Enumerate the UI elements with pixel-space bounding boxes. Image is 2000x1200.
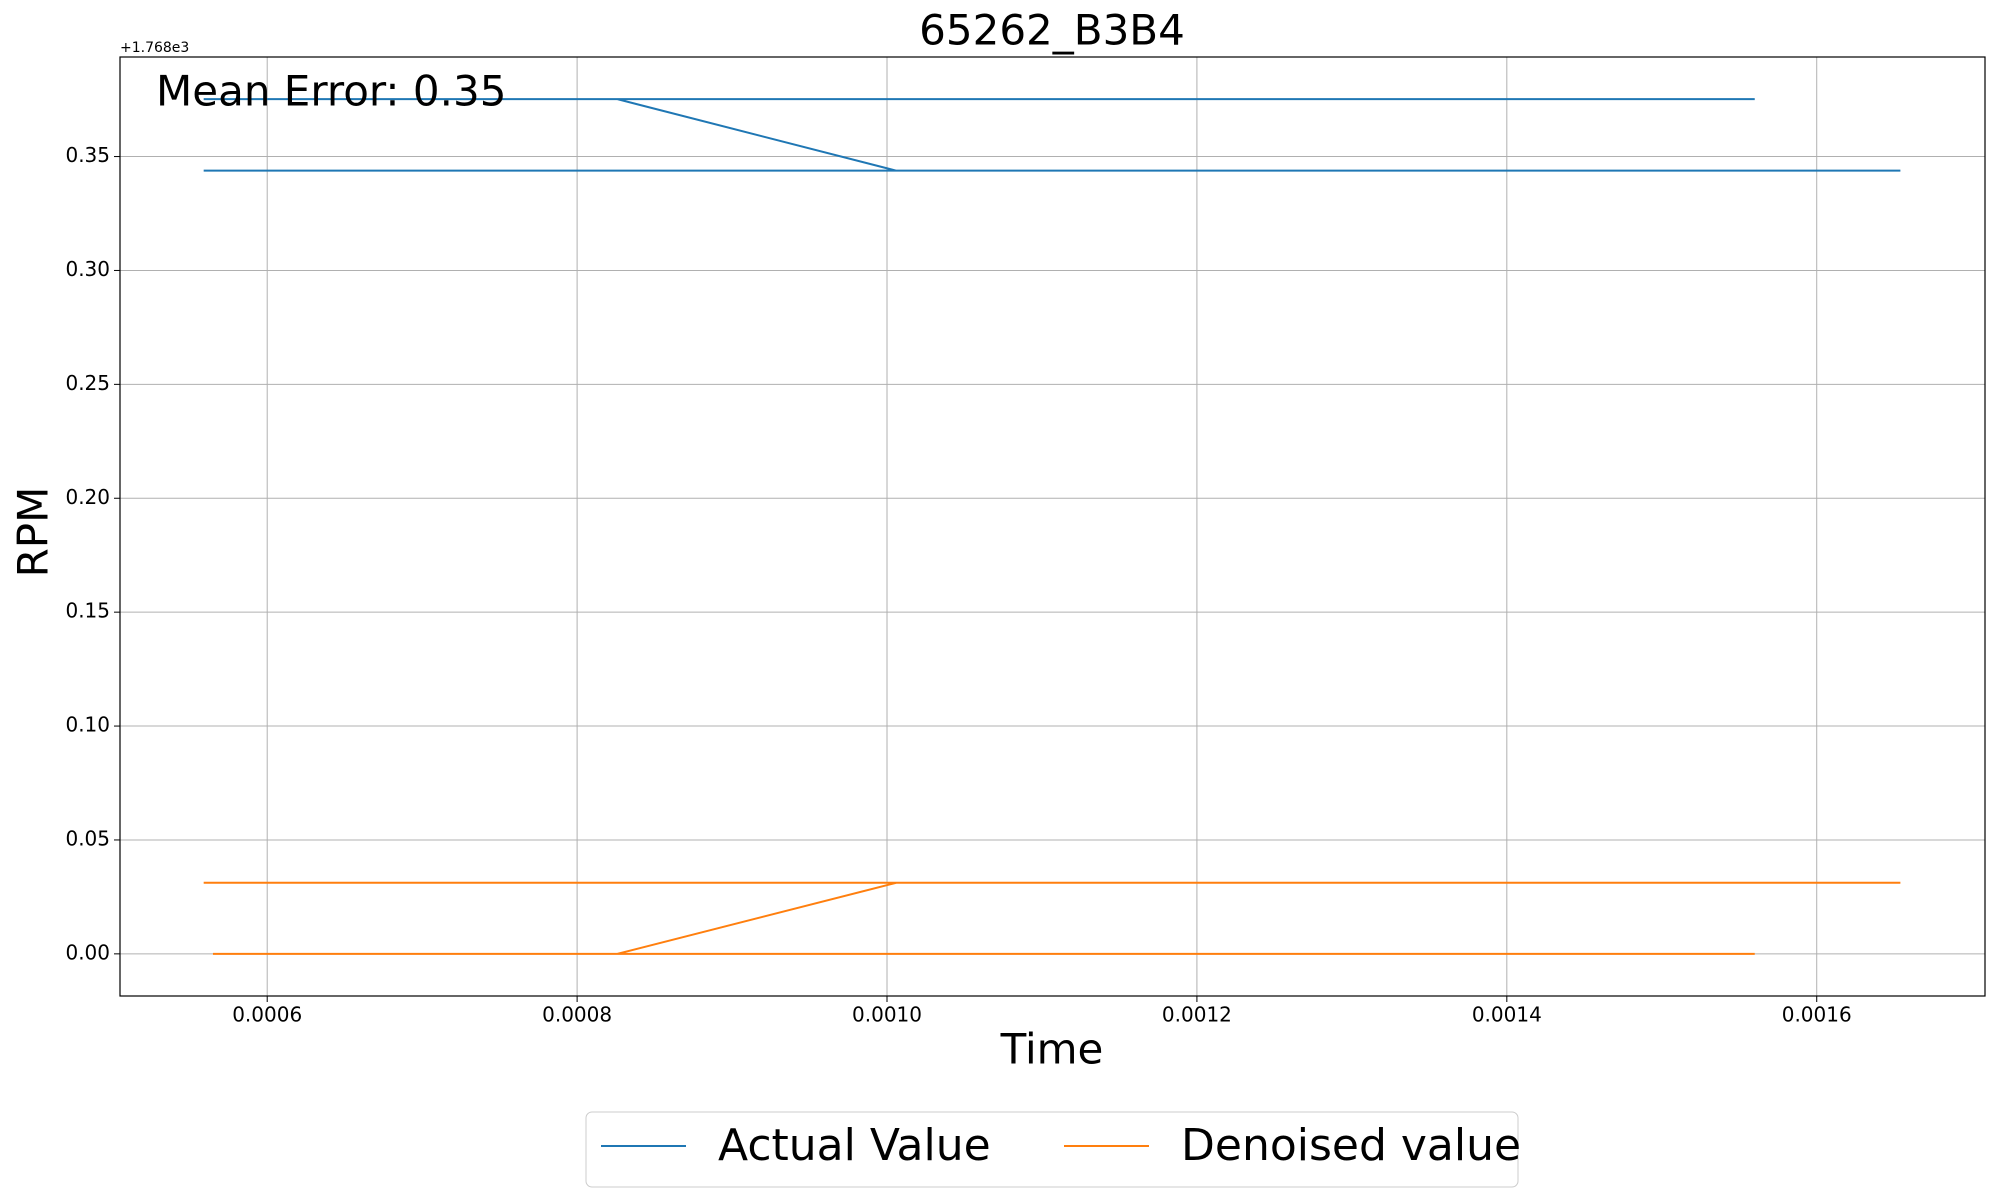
y-tick-label: 0.05 [65, 826, 110, 850]
legend-label: Actual Value [718, 1120, 991, 1171]
y-tick-label: 0.20 [65, 485, 110, 509]
legend-label: Denoised value [1181, 1120, 1521, 1171]
legend-box [585, 1111, 1519, 1188]
y-tick-label: 0.15 [65, 599, 110, 623]
x-tick-label: 0.0012 [1162, 1003, 1232, 1027]
x-tick-label: 0.0006 [232, 1003, 302, 1027]
plot-frame [119, 56, 1986, 997]
y-axis-label: RPM [9, 487, 58, 578]
x-tick-label: 0.0008 [542, 1003, 612, 1027]
x-tick-label: 0.0016 [1782, 1003, 1852, 1027]
y-tick-label: 0.35 [65, 143, 110, 167]
data-line [203, 98, 1901, 172]
data-line [203, 881, 1901, 955]
y-tick-label: 0.10 [65, 713, 110, 737]
x-axis-label: Time [1000, 1025, 1104, 1074]
y-tick-label: 0.00 [65, 940, 110, 964]
x-tick-label: 0.0014 [1472, 1003, 1542, 1027]
y-tick-label: 0.30 [65, 257, 110, 281]
y-tick-label: 0.25 [65, 371, 110, 395]
x-tick-label: 0.0010 [852, 1003, 922, 1027]
chart-title: 65262_B3B4 [919, 6, 1185, 55]
annotation: Mean Error: 0.35 [156, 67, 506, 116]
axis-offset: +1.768e3 [120, 40, 189, 56]
